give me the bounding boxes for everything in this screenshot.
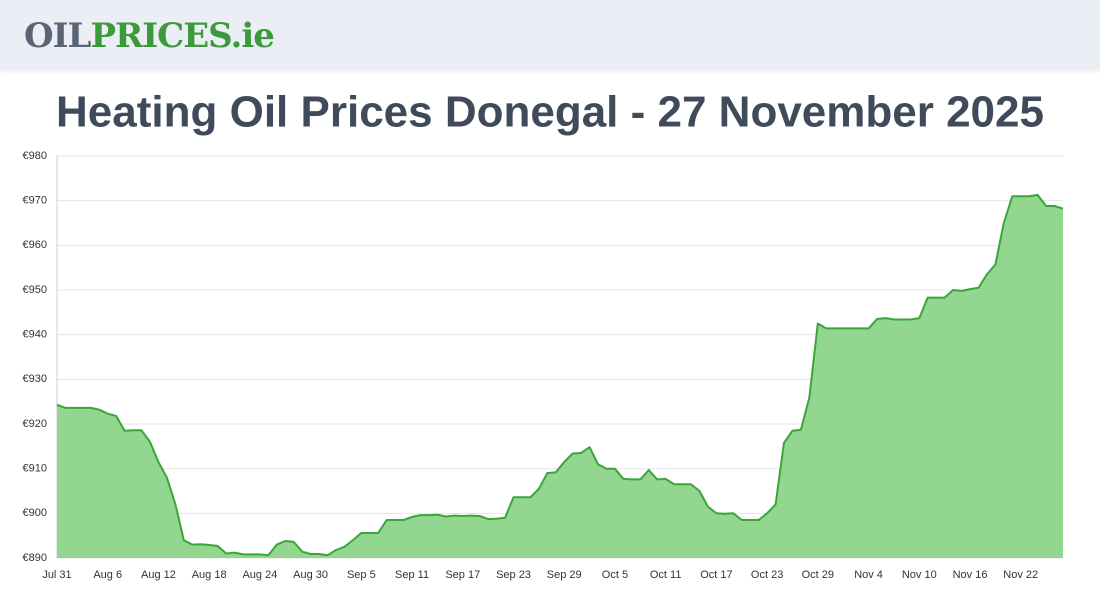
y-tick-label: €970 [23, 195, 47, 207]
y-tick-label: €900 [23, 507, 47, 519]
x-tick-label: Sep 5 [347, 569, 376, 581]
x-tick-label: Oct 11 [650, 569, 682, 581]
chart-title: Heating Oil Prices Donegal - 27 November… [56, 88, 1044, 137]
y-tick-label: €920 [23, 418, 47, 430]
x-tick-label: Jul 31 [42, 569, 71, 581]
line [56, 193, 1064, 557]
y-tick-label: €960 [23, 239, 47, 251]
y-tick-label: €930 [23, 373, 47, 385]
x-tick-label: Aug 24 [242, 569, 277, 581]
x-tick-label: Nov 4 [854, 569, 883, 581]
x-tick-label: Oct 17 [700, 569, 732, 581]
x-tick-label: Sep 23 [496, 569, 531, 581]
x-tick-label: Sep 11 [395, 569, 429, 581]
x-tick-label: Nov 22 [1003, 569, 1038, 581]
x-tick-label: Nov 10 [902, 569, 937, 581]
x-tick-label: Oct 5 [602, 569, 628, 581]
x-tick-label: Aug 12 [141, 569, 176, 581]
x-tick-label: Aug 30 [293, 569, 328, 581]
x-tick-label: Nov 16 [953, 569, 988, 581]
logo-part: OIL [24, 16, 91, 56]
x-tick-label: Sep 29 [547, 569, 582, 581]
x-tick-label: Oct 23 [751, 569, 783, 581]
y-tick-label: €910 [23, 463, 47, 475]
y-tick-label: €940 [23, 329, 47, 341]
y-tick-label: €980 [23, 150, 47, 162]
logo[interactable]: OILPRICES.ie [24, 16, 275, 56]
chart: Heating Oil Prices Donegal - 27 November… [23, 88, 1064, 581]
header: OILPRICES.ie [0, 0, 1100, 70]
x-tick-label: Sep 17 [445, 569, 480, 581]
logo-part: PRICES.ie [90, 16, 274, 56]
area [57, 194, 1063, 558]
y-tick-label: €890 [23, 552, 47, 564]
x-tick-label: Aug 18 [192, 569, 227, 581]
x-tick-label: Oct 29 [802, 569, 834, 581]
y-tick-label: €950 [23, 284, 47, 296]
x-tick-label: Aug 6 [93, 569, 122, 581]
